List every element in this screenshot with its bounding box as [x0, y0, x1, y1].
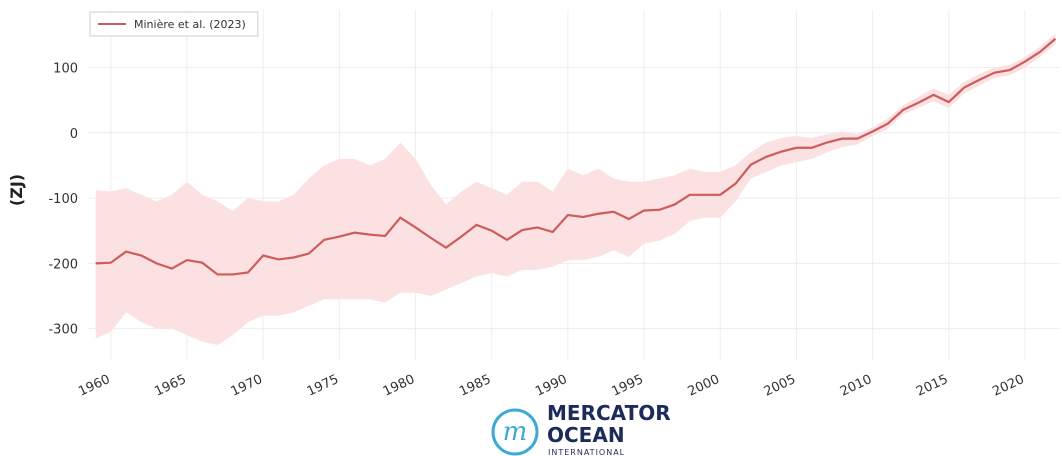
y-axis-label: (ZJ): [7, 174, 26, 206]
logo-text: INTERNATIONAL: [548, 448, 625, 456]
x-tick-label: 1960: [76, 372, 112, 400]
y-tick-label: -100: [48, 192, 78, 207]
x-tick-label: 1970: [229, 372, 265, 400]
logo: m MERCATOR OCEAN INTERNATIONAL: [491, 401, 671, 456]
line: [95, 37, 1057, 276]
logo-text: OCEAN: [547, 423, 625, 447]
x-tick-label: 2000: [686, 372, 722, 400]
x-tick-label: 1980: [381, 372, 417, 400]
x-tick-label: 2010: [838, 372, 874, 400]
y-tick-label: -300: [48, 323, 78, 338]
x-tick-label: 2005: [762, 372, 798, 400]
uncertainty-band: [95, 33, 1056, 345]
logo-glyph: m: [503, 417, 528, 447]
y-tick-label: 0: [70, 127, 78, 142]
y-tick-label: 100: [53, 61, 78, 76]
x-tick-label: 1990: [533, 372, 569, 400]
logo-text: MERCATOR: [547, 401, 671, 425]
legend-label: Minière et al. (2023): [134, 18, 246, 31]
x-tick-label: 2015: [914, 372, 950, 400]
y-tick-label: -200: [48, 257, 78, 272]
x-tick-label: 1965: [152, 372, 188, 400]
logo-icon: [491, 408, 539, 456]
x-tick-label: 2020: [990, 372, 1026, 400]
x-tick-label: 1975: [305, 372, 341, 400]
x-tick-label: 1985: [457, 372, 493, 400]
x-tick-label: 1995: [609, 372, 645, 400]
